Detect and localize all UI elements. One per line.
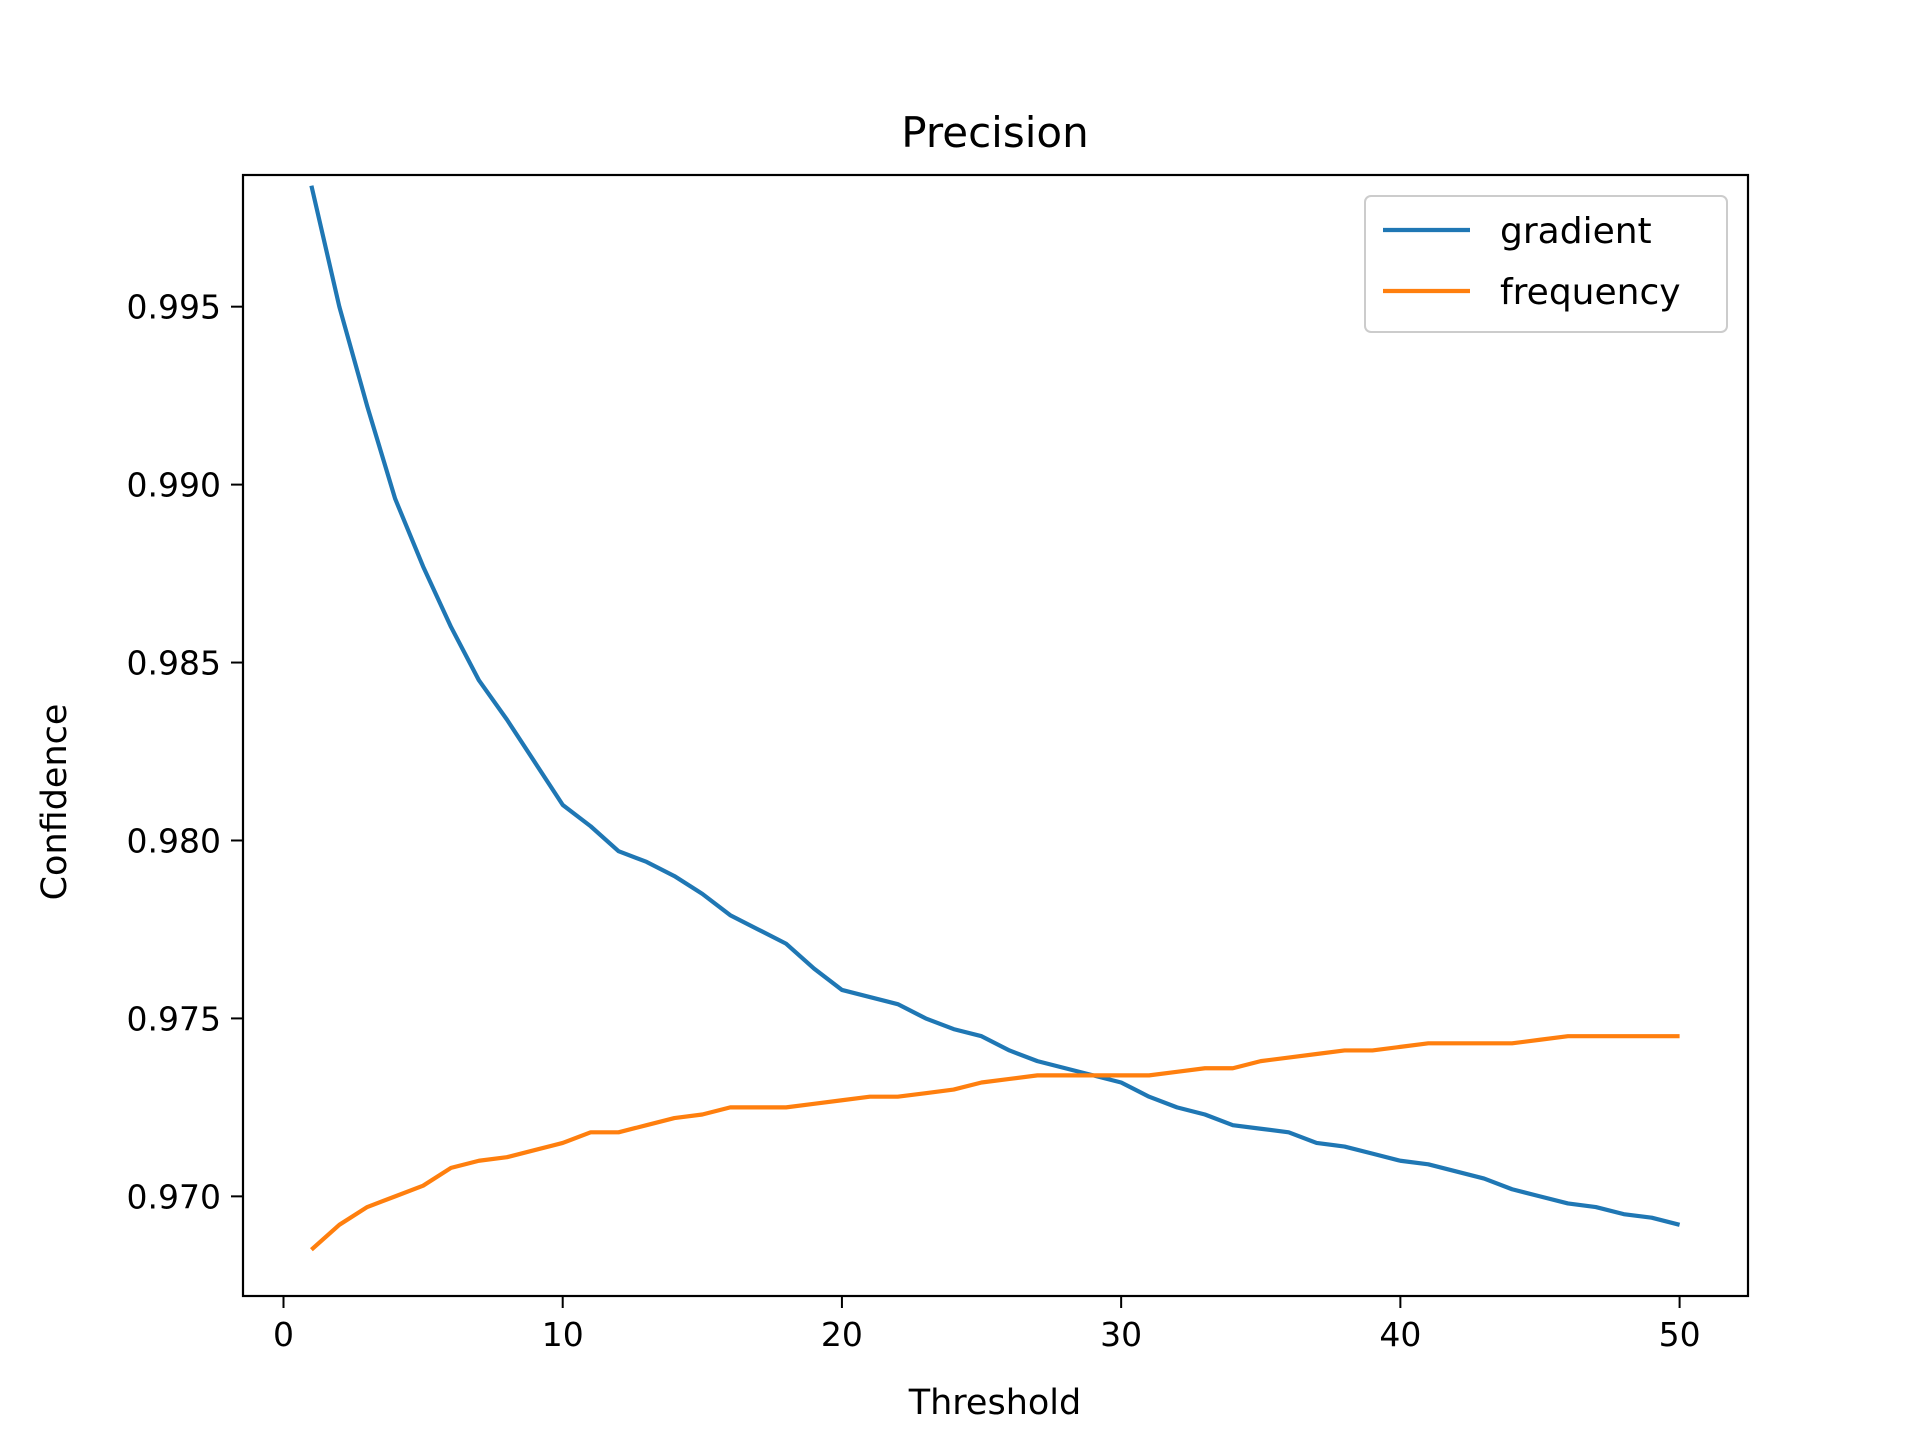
x-tick-label: 30	[1100, 1315, 1142, 1354]
y-tick-label: 0.975	[127, 999, 221, 1038]
y-tick-label: 0.970	[127, 1177, 221, 1216]
legend-label-frequency: frequency	[1500, 272, 1681, 313]
x-tick-label: 20	[821, 1315, 863, 1354]
y-tick-label: 0.985	[127, 644, 221, 683]
y-axis-title: Confidence	[35, 704, 75, 901]
series-line-gradient	[309, 185, 1681, 1227]
y-tick-label: 0.980	[127, 821, 221, 860]
y-tick-label: 0.995	[127, 288, 221, 327]
y-tick-label: 0.990	[127, 466, 221, 505]
x-tick-label: 10	[542, 1315, 584, 1354]
plot-frame	[241, 173, 1750, 1298]
plot-area: 0 10 20 30 40 50 0.970 0.975 0.980 0.985 0.990 0.99…	[127, 173, 1750, 1354]
x-tick-label: 0	[273, 1315, 294, 1354]
legend: gradient frequency	[1364, 195, 1728, 333]
chart-title: Precision	[901, 108, 1088, 157]
x-axis-title: Threshold	[908, 1383, 1082, 1423]
x-tick-label: 40	[1379, 1315, 1421, 1354]
series-line-frequency	[310, 1034, 1680, 1252]
legend-label-gradient: gradient	[1500, 211, 1652, 252]
x-tick-label: 50	[1659, 1315, 1701, 1354]
